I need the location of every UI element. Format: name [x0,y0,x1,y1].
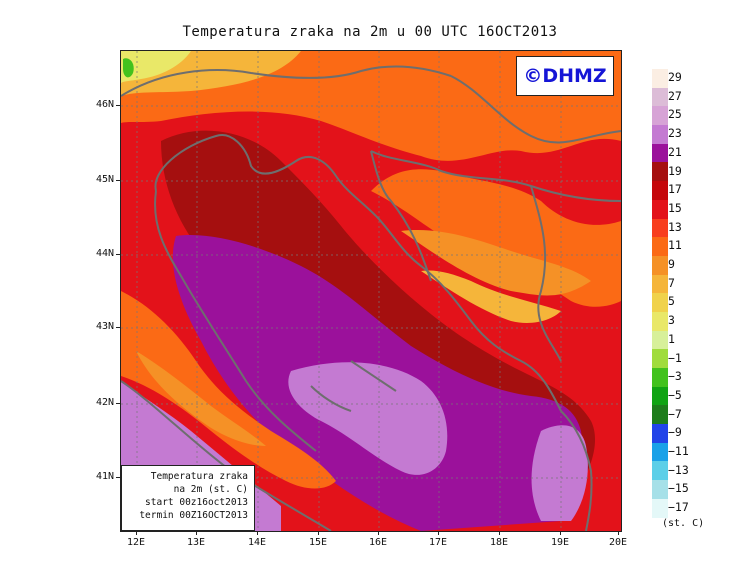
legend-label: −17 [668,500,689,515]
legend-swatch [652,199,668,219]
legend-label: 19 [668,163,682,178]
legend-swatch [652,218,668,238]
legend-swatch [652,87,668,107]
lon-label-20e: 20E [608,537,628,548]
legend-swatch [652,106,668,126]
lat-tick [116,254,120,255]
legend-label: −11 [668,444,689,458]
legend-swatch [652,461,668,481]
lon-tick [618,531,619,535]
legend-swatch [652,405,668,425]
legend-label: 29 [668,70,682,84]
lon-tick [136,531,137,535]
lon-tick [499,531,500,535]
legend-label: 13 [668,219,682,234]
legend-units: (st. C) [662,518,705,529]
legend-swatch [652,181,668,200]
info-box: Temperatura zraka na 2m (st. C) start 00… [121,465,255,531]
legend-swatch [652,349,668,368]
legend-swatch [652,274,668,294]
lat-tick [116,180,120,181]
lon-label-15e: 15E [308,537,328,548]
lon-label-19e: 19E [550,537,570,548]
legend-label: 11 [668,238,682,253]
legend-label: 1 [668,331,675,346]
legend-swatch [652,368,668,387]
legend-swatch [652,498,668,518]
legend-label: 23 [668,126,682,141]
lat-tick [116,477,120,478]
lon-tick [318,531,319,535]
lon-label-12e: 12E [126,537,146,548]
legend-label: 25 [668,107,682,122]
legend-swatch [652,386,668,406]
legend-swatch [652,162,668,182]
lat-label-45n: 45N [95,174,114,185]
legend-swatch [652,255,668,275]
legend-swatch [652,143,668,163]
lon-label-16e: 16E [368,537,388,548]
legend-label: 27 [668,88,682,103]
legend-label: −5 [668,387,682,402]
legend-swatch [652,424,668,443]
legend-label: −3 [668,369,682,384]
lat-tick [116,403,120,404]
lat-label-41n: 41N [95,471,114,482]
lon-label-17e: 17E [428,537,448,548]
info-line-units: na 2m (st. C) [173,484,248,495]
legend-label: −7 [668,406,682,421]
lat-label-43n: 43N [95,321,114,332]
info-line-termin: termin 00Z16OCT2013 [139,510,248,521]
legend-label: 9 [668,257,675,271]
legend-swatch [652,330,668,350]
lon-label-13e: 13E [186,537,206,548]
lon-tick [560,531,561,535]
legend-label: 15 [668,200,682,215]
legend-swatch [652,125,668,144]
dhmz-watermark: ©DHMZ [516,56,614,96]
lon-tick [438,531,439,535]
lat-label-46n: 46N [95,99,114,110]
lat-label-44n: 44N [95,248,114,259]
info-line-start: start 00z16oct2013 [145,497,248,508]
legend-swatch [652,311,668,331]
lon-tick [196,531,197,535]
legend-label: 5 [668,294,675,309]
legend-swatch [652,293,668,312]
lat-tick [116,327,120,328]
color-legend [652,69,668,518]
lat-tick [116,105,120,106]
info-line-variable: Temperatura zraka [150,471,248,482]
map-title: Temperatura zraka na 2m u 00 UTC 16OCT20… [182,24,558,40]
legend-swatch [652,69,668,88]
legend-swatch [652,442,668,462]
lon-label-14e: 14E [247,537,267,548]
legend-swatch [652,480,668,499]
legend-label: −13 [668,462,689,477]
legend-label: 3 [668,313,675,328]
legend-swatch [652,237,668,256]
lon-tick [378,531,379,535]
legend-label: −15 [668,481,689,496]
legend-label: 17 [668,182,682,197]
lat-label-42n: 42N [95,397,114,408]
temperature-map: ©DHMZ Temperatura zraka na 2m (st. C) st… [120,50,622,532]
legend-label: −9 [668,425,682,440]
lon-label-18e: 18E [489,537,509,548]
temperature-field [121,51,621,531]
legend-label: 21 [668,144,682,159]
lon-tick [257,531,258,535]
legend-label: −1 [668,350,682,365]
legend-label: 7 [668,275,675,290]
